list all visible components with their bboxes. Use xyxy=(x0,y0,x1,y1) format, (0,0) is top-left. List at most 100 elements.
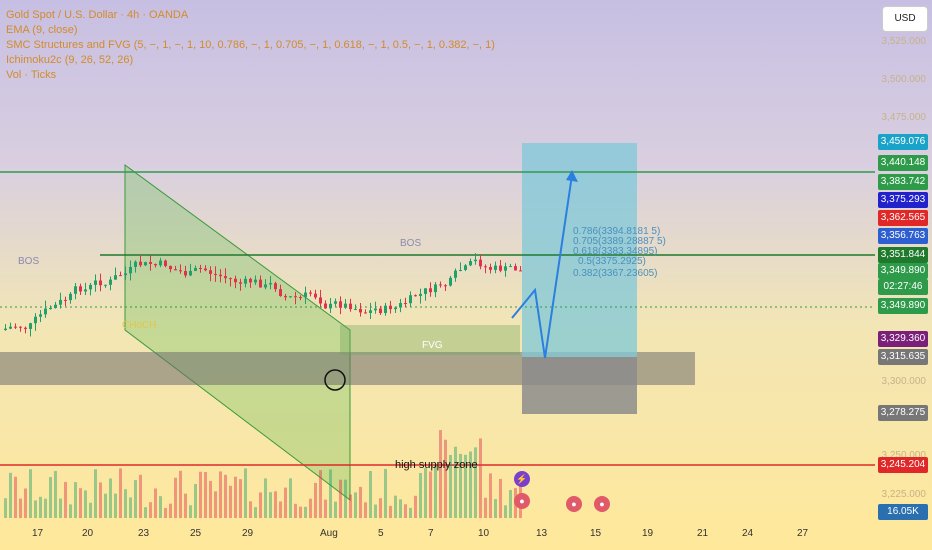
price-axis[interactable]: 3,525.000 3,500.000 3,475.000 3,300.000 … xyxy=(875,0,932,550)
volume-bar xyxy=(244,468,247,518)
volume-bar xyxy=(209,480,212,518)
candle-body xyxy=(464,265,467,270)
time-tick: 10 xyxy=(478,528,490,539)
price-badge: 02:27:46 xyxy=(878,279,928,295)
bos-label-right: BOS xyxy=(400,238,422,249)
target-zone xyxy=(522,143,637,357)
volume-bar xyxy=(464,454,467,518)
volume-bar xyxy=(479,438,482,518)
time-tick: 5 xyxy=(378,528,384,539)
candle-body xyxy=(204,268,207,271)
candle-body xyxy=(319,297,322,304)
fvg-label: FVG xyxy=(422,340,443,351)
candle-body xyxy=(409,295,412,304)
volume-bar xyxy=(349,494,352,518)
volume-bar xyxy=(404,504,407,518)
price-tick: 3,300.000 xyxy=(881,376,927,387)
candle-body xyxy=(104,284,107,286)
price-badge: 16.05K xyxy=(878,504,928,520)
volume-bar xyxy=(44,498,47,518)
volume-bar xyxy=(499,478,502,518)
us-flag-event-icon[interactable]: ● xyxy=(514,493,530,509)
fib-0705: 0.705(3389.28887 5) xyxy=(573,236,666,247)
price-badge: 3,440.148 xyxy=(878,155,928,171)
candle-body xyxy=(274,283,277,290)
candle-body xyxy=(54,304,57,309)
smc-indicator[interactable]: SMC Structures and FVG (5, −, 1, −, 1, 1… xyxy=(6,39,495,51)
volume-bar xyxy=(109,478,112,518)
volume-bar xyxy=(384,468,387,518)
choch-label: CHoCH xyxy=(122,320,157,331)
volume-bar xyxy=(449,454,452,518)
price-badge: 3,375.293 xyxy=(878,192,928,208)
candle-body xyxy=(189,270,192,276)
price-tick: 3,250.000 xyxy=(881,450,927,461)
volume-bar xyxy=(299,506,302,518)
candle-body xyxy=(194,267,197,271)
ema-indicator[interactable]: EMA (9, close) xyxy=(6,24,78,36)
us-flag-event-icon[interactable]: ● xyxy=(566,496,582,512)
candle-body xyxy=(199,267,202,269)
candle-body xyxy=(334,301,337,304)
volume-bar xyxy=(314,482,317,518)
indicator-legend: Gold Spot / U.S. Dollar · 4h · OANDA EMA… xyxy=(6,8,495,83)
time-tick: 15 xyxy=(590,528,602,539)
price-tick: 3,475.000 xyxy=(881,112,927,123)
volume-bar xyxy=(144,507,147,518)
volume-bar xyxy=(124,489,127,518)
candle-body xyxy=(344,303,347,308)
volume-bar xyxy=(164,507,167,518)
volume-bar xyxy=(254,507,257,518)
candle-body xyxy=(184,271,187,276)
candle-body xyxy=(239,282,242,284)
volume-bar xyxy=(39,496,42,518)
volume-bar xyxy=(29,469,32,518)
price-badge: 3,315.635 xyxy=(878,349,928,365)
volume-bar xyxy=(54,470,57,518)
chart-canvas[interactable] xyxy=(0,0,875,550)
candle-body xyxy=(209,270,212,274)
volume-bar xyxy=(409,507,412,518)
candle-body xyxy=(459,269,462,271)
volume-indicator[interactable]: Vol · Ticks xyxy=(6,69,57,81)
candle-body xyxy=(359,308,362,313)
price-badge: 3,245.204 xyxy=(878,457,928,473)
volume-bar xyxy=(304,506,307,518)
currency-button[interactable]: USD xyxy=(882,6,928,32)
candle-body xyxy=(229,278,232,280)
volume-bar xyxy=(444,439,447,518)
fib-0786: 0.786(3394.8181 5) xyxy=(573,226,661,237)
price-badge: 3,278.275 xyxy=(878,405,928,421)
candle-body xyxy=(149,262,152,264)
volume-bar xyxy=(459,453,462,518)
fib-0382: 0.382(3367.23605) xyxy=(573,268,658,279)
symbol-title[interactable]: Gold Spot / U.S. Dollar · 4h · OANDA xyxy=(6,9,189,21)
candle-body xyxy=(74,286,77,294)
candle-body xyxy=(89,284,92,290)
volume-bar xyxy=(389,505,392,518)
price-badge: 3,351.844 xyxy=(878,247,928,263)
us-flag-event-icon[interactable]: ● xyxy=(594,496,610,512)
candle-body xyxy=(99,280,102,286)
lightning-event-icon[interactable]: ⚡ xyxy=(514,471,530,487)
volume-bar xyxy=(19,498,22,518)
volume-bar xyxy=(219,471,222,518)
ichimoku-indicator[interactable]: Ichimoku2c (9, 26, 52, 26) xyxy=(6,54,134,66)
descending-channel xyxy=(124,164,351,502)
candle-body xyxy=(474,259,477,262)
volume-bar xyxy=(224,474,227,518)
candle-body xyxy=(369,310,372,313)
candle-body xyxy=(324,303,327,309)
candle-body xyxy=(249,278,252,283)
price-tick: 3,500.000 xyxy=(881,74,927,85)
candle-body xyxy=(404,303,407,305)
candle-body xyxy=(424,288,427,294)
price-badge: 3,349.890 xyxy=(878,298,928,314)
volume-bar xyxy=(189,505,192,518)
volume-bar xyxy=(99,482,102,518)
candle-body xyxy=(374,308,377,311)
candle-body xyxy=(284,296,287,298)
time-tick: 21 xyxy=(697,528,709,539)
candle-body xyxy=(64,299,67,301)
price-badge: 3,383.742 xyxy=(878,174,928,190)
